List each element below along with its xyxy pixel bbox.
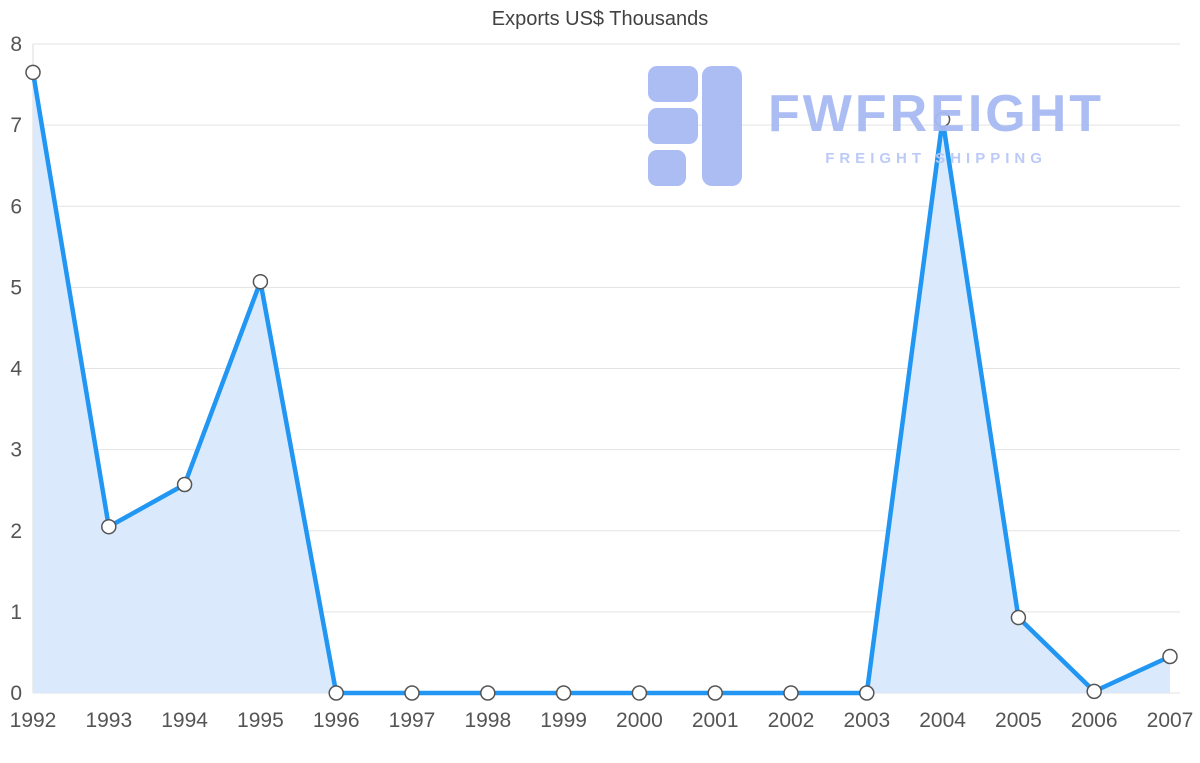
data-point-1998[interactable] (480, 685, 496, 701)
y-tick-label-7: 7 (10, 114, 22, 137)
data-point-1992[interactable] (25, 64, 41, 81)
chart-title: Exports US$ Thousands (491, 8, 709, 30)
data-point-1999[interactable] (555, 685, 572, 701)
data-point-2003[interactable] (859, 685, 875, 701)
data-point-1996[interactable] (328, 685, 344, 701)
x-tick-label-1994: 1994 (161, 709, 208, 732)
x-tick-label-1996: 1996 (313, 709, 360, 732)
data-point-2004[interactable] (934, 111, 951, 128)
data-point-2000[interactable] (631, 685, 648, 701)
y-tick-label-0: 0 (10, 682, 22, 705)
y-tick-label-6: 6 (10, 195, 22, 218)
x-tick-label-1995: 1995 (237, 709, 284, 732)
data-point-2006[interactable] (1086, 683, 1102, 700)
series-line (30, 70, 1173, 696)
x-tick-label-1997: 1997 (389, 709, 436, 732)
data-point-1994[interactable] (176, 476, 193, 493)
data-point-2001[interactable] (707, 685, 723, 701)
y-tick-label-4: 4 (10, 358, 22, 381)
x-tick-label-1999: 1999 (540, 709, 587, 732)
y-tick-label-5: 5 (10, 276, 22, 299)
y-tick-label-2: 2 (10, 520, 22, 543)
y-tick-label-3: 3 (10, 439, 22, 462)
x-tick-label-2006: 2006 (1071, 709, 1118, 732)
data-point-1993[interactable] (101, 518, 117, 535)
series-area-fill (33, 72, 1170, 694)
x-tick-label-2002: 2002 (768, 709, 815, 732)
data-point-2002[interactable] (783, 685, 799, 701)
data-point-1995[interactable] (252, 273, 269, 290)
x-tick-label-2005: 2005 (995, 709, 1042, 732)
x-tick-label-1993: 1993 (85, 709, 132, 732)
x-tick-label-2003: 2003 (843, 709, 890, 732)
data-point-2007[interactable] (1162, 648, 1178, 665)
data-point-1997[interactable] (404, 685, 420, 701)
y-tick-label-1: 1 (10, 601, 22, 624)
x-tick-label-1992: 1992 (10, 709, 57, 732)
x-tick-label-1998: 1998 (464, 709, 511, 732)
x-tick-label-2000: 2000 (616, 709, 663, 732)
x-tick-label-2004: 2004 (919, 709, 966, 732)
x-tick-label-2001: 2001 (692, 709, 739, 732)
x-tick-label-2007: 2007 (1147, 709, 1194, 732)
y-tick-label-8: 8 (10, 33, 22, 56)
data-point-2005[interactable] (1010, 609, 1027, 626)
